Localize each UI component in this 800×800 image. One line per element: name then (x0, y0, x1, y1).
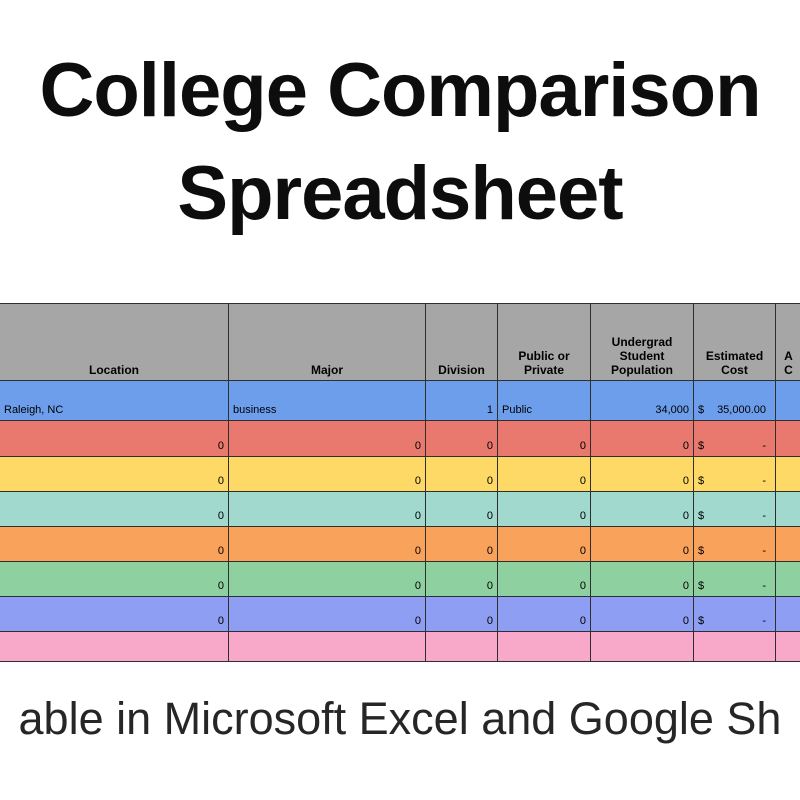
cell[interactable]: 0 (591, 492, 694, 526)
cell[interactable]: 0 (498, 527, 591, 561)
cell[interactable]: 0 (498, 562, 591, 596)
table-row: Raleigh, NC business 1 Public 34,000 $35,000.… (0, 381, 800, 421)
cell[interactable]: Public (498, 381, 591, 420)
cell[interactable]: 0 (229, 492, 426, 526)
cell[interactable] (776, 632, 800, 661)
page-title: College Comparison Spreadsheet (0, 40, 800, 245)
cell[interactable] (776, 457, 800, 491)
cell[interactable]: 0 (426, 597, 498, 631)
cell[interactable]: $ - (694, 492, 776, 526)
cell[interactable]: $ - (694, 527, 776, 561)
cell[interactable]: 1 (426, 381, 498, 420)
cell[interactable] (776, 527, 800, 561)
cell[interactable]: 0 (498, 457, 591, 491)
currency-symbol: $ (698, 545, 705, 557)
cell[interactable]: 0 (498, 492, 591, 526)
footer-text: able in Microsoft Excel and Google Sh (18, 693, 782, 744)
spreadsheet-table: Location Major Division Public or Private Un… (0, 303, 800, 662)
cell[interactable]: 0 (591, 597, 694, 631)
cell[interactable] (776, 597, 800, 631)
column-header[interactable]: A C (776, 304, 800, 380)
table-row: 0 0 0 0 0 $ - (0, 457, 800, 492)
cell[interactable]: 34,000 (591, 381, 694, 420)
title-line-1: College Comparison (39, 48, 762, 133)
currency-symbol: $ (698, 440, 705, 452)
cell[interactable]: 0 (426, 421, 498, 456)
column-header[interactable]: Undergrad Student Population (591, 304, 694, 380)
cell[interactable]: 0 (426, 457, 498, 491)
currency-symbol: $ (698, 615, 705, 627)
cell[interactable] (591, 632, 694, 661)
cell[interactable]: 0 (0, 492, 229, 526)
cell[interactable]: 0 (229, 421, 426, 456)
cell[interactable]: $ - (694, 457, 776, 491)
currency-amount: - (762, 580, 766, 592)
header-row: Location Major Division Public or Private Un… (0, 304, 800, 381)
cell[interactable] (426, 632, 498, 661)
currency-symbol: $ (698, 510, 705, 522)
cell[interactable]: 0 (426, 562, 498, 596)
cell[interactable]: 0 (426, 492, 498, 526)
cell[interactable] (776, 421, 800, 456)
table-row: 0 0 0 0 0 $ - (0, 492, 800, 527)
cell[interactable]: 0 (591, 562, 694, 596)
column-header[interactable]: Major (229, 304, 426, 380)
column-header[interactable]: Division (426, 304, 498, 380)
table-row (0, 632, 800, 662)
cell[interactable] (229, 632, 426, 661)
cell[interactable]: 0 (0, 421, 229, 456)
cell[interactable]: 0 (229, 527, 426, 561)
currency-symbol: $ (698, 475, 705, 487)
column-header[interactable]: Location (0, 304, 229, 380)
cell[interactable]: $35,000.00 (694, 381, 776, 420)
cell[interactable] (0, 632, 229, 661)
cell[interactable]: 0 (0, 457, 229, 491)
cell[interactable]: 0 (591, 527, 694, 561)
cell[interactable]: 0 (229, 562, 426, 596)
cell[interactable] (776, 381, 800, 420)
cell[interactable]: Raleigh, NC (0, 381, 229, 420)
cell[interactable]: 0 (0, 562, 229, 596)
currency-amount: - (762, 545, 766, 557)
cell[interactable]: 0 (591, 421, 694, 456)
cell[interactable]: $ - (694, 597, 776, 631)
currency-amount: 35,000.00 (717, 404, 766, 416)
column-header[interactable]: Estimated Cost (694, 304, 776, 380)
table-row: 0 0 0 0 0 $ - (0, 562, 800, 597)
cell[interactable] (498, 632, 591, 661)
cell[interactable] (694, 632, 776, 661)
table-row: 0 0 0 0 0 $ - (0, 421, 800, 457)
cell[interactable]: $ - (694, 562, 776, 596)
cell[interactable]: 0 (498, 597, 591, 631)
currency-symbol: $ (698, 580, 705, 592)
cell[interactable]: business (229, 381, 426, 420)
cell[interactable]: 0 (0, 527, 229, 561)
title-line-2: Spreadsheet (177, 150, 623, 236)
table-row: 0 0 0 0 0 $ - (0, 597, 800, 632)
cell[interactable] (776, 562, 800, 596)
cell[interactable] (776, 492, 800, 526)
currency-symbol: $ (698, 404, 705, 416)
currency-amount: - (762, 475, 766, 487)
currency-amount: - (762, 510, 766, 522)
currency-amount: - (762, 440, 766, 452)
cell[interactable]: 0 (426, 527, 498, 561)
currency-amount: - (762, 615, 766, 627)
column-header[interactable]: Public or Private (498, 304, 591, 380)
cell[interactable]: 0 (0, 597, 229, 631)
table-row: 0 0 0 0 0 $ - (0, 527, 800, 562)
cell[interactable]: 0 (229, 457, 426, 491)
cell[interactable]: 0 (591, 457, 694, 491)
footer: able in Microsoft Excel and Google Sh (0, 693, 800, 745)
cell[interactable]: 0 (229, 597, 426, 631)
cell[interactable]: 0 (498, 421, 591, 456)
cell[interactable]: $ - (694, 421, 776, 456)
